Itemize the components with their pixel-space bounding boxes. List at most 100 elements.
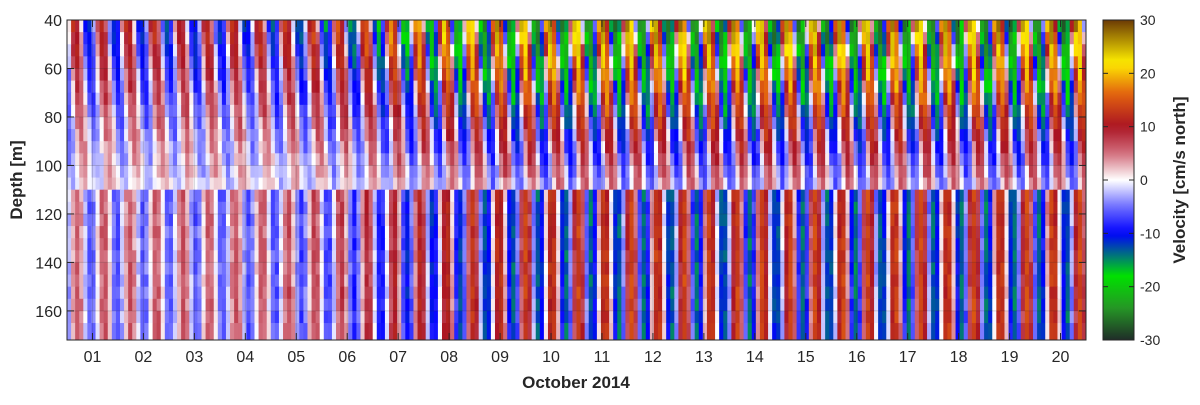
heatmap-cell	[886, 56, 891, 70]
heatmap-cell	[397, 189, 402, 203]
heatmap-cell	[988, 68, 993, 82]
heatmap-cell	[1045, 177, 1050, 191]
heatmap-cell	[221, 213, 227, 227]
heatmap-cell	[128, 165, 133, 179]
heatmap-cell	[119, 177, 125, 191]
heatmap-cell	[678, 201, 684, 215]
heatmap-cell	[833, 165, 838, 179]
heatmap-cell	[747, 153, 753, 167]
heatmap-cell	[148, 153, 154, 167]
heatmap-cell	[128, 177, 133, 191]
heatmap-cell	[511, 116, 516, 130]
heatmap-cell	[947, 32, 953, 45]
heatmap-cell	[303, 189, 309, 203]
heatmap-cell	[1012, 153, 1018, 167]
heatmap-cell	[238, 189, 243, 203]
heatmap-cell	[486, 189, 492, 203]
heatmap-cell	[441, 226, 447, 239]
heatmap-cell	[258, 226, 264, 239]
heatmap-cell	[975, 129, 981, 142]
heatmap-cell	[931, 226, 936, 239]
heatmap-cell	[931, 141, 936, 154]
heatmap-cell	[609, 226, 614, 239]
heatmap-cell	[148, 226, 154, 239]
heatmap-cell	[295, 104, 300, 118]
heatmap-cell	[682, 141, 688, 154]
heatmap-cell	[666, 213, 671, 227]
heatmap-cell	[776, 56, 781, 70]
heatmap-cell	[494, 80, 500, 94]
heatmap-cell	[389, 201, 394, 215]
heatmap-cell	[821, 201, 826, 215]
heatmap-cell	[841, 20, 847, 33]
heatmap-cell	[564, 165, 569, 179]
heatmap-cell	[111, 116, 117, 130]
heatmap-cell	[168, 213, 174, 227]
heatmap-cell	[653, 213, 659, 227]
heatmap-cell	[87, 20, 93, 33]
heatmap-cell	[800, 165, 806, 179]
heatmap-cell	[967, 20, 973, 33]
heatmap-cell	[234, 201, 239, 215]
heatmap-cell	[160, 104, 166, 118]
heatmap-cell	[531, 189, 537, 203]
heatmap-cell	[246, 44, 252, 57]
heatmap-cell	[205, 32, 211, 45]
heatmap-cell	[988, 141, 993, 154]
heatmap-cell	[238, 80, 243, 94]
heatmap-cell	[327, 80, 333, 94]
heatmap-cell	[711, 201, 716, 215]
heatmap-cell	[576, 153, 582, 167]
heatmap-cell	[75, 32, 80, 45]
heatmap-cell	[698, 141, 704, 154]
heatmap-cell	[996, 141, 1002, 154]
heatmap-cell	[140, 165, 146, 179]
heatmap-cell	[1073, 238, 1079, 251]
heatmap-cell	[458, 201, 463, 215]
heatmap-cell	[821, 104, 826, 118]
heatmap-cell	[527, 141, 533, 154]
heatmap-cell	[519, 177, 525, 191]
heatmap-cell	[552, 32, 557, 45]
heatmap-cell	[837, 116, 843, 130]
heatmap-cell	[348, 56, 353, 70]
heatmap-cell	[580, 165, 586, 179]
heatmap-cell	[283, 226, 288, 239]
heatmap-cell	[87, 165, 93, 179]
heatmap-cell	[1049, 129, 1054, 142]
heatmap-cell	[833, 213, 838, 227]
heatmap-cell	[75, 56, 80, 70]
heatmap-cell	[947, 141, 953, 154]
heatmap-cell	[935, 56, 940, 70]
heatmap-cell	[1053, 56, 1059, 70]
heatmap-cell	[731, 201, 737, 215]
heatmap-cell	[364, 141, 370, 154]
heatmap-cell	[918, 250, 924, 264]
heatmap-cell	[503, 153, 508, 167]
heatmap-cell	[984, 141, 989, 154]
heatmap-cell	[927, 44, 932, 57]
heatmap-cell	[262, 177, 268, 191]
heatmap-cell	[613, 80, 618, 94]
heatmap-cell	[731, 32, 737, 45]
heatmap-cell	[547, 56, 553, 70]
heatmap-cell	[1069, 104, 1075, 118]
heatmap-cell	[111, 92, 117, 106]
heatmap-cell	[943, 92, 949, 106]
heatmap-cell	[486, 92, 492, 106]
heatmap-cell	[401, 141, 406, 154]
heatmap-cell	[364, 177, 370, 191]
heatmap-cell	[829, 141, 834, 154]
heatmap-cell	[690, 238, 696, 251]
heatmap-cell	[971, 177, 977, 191]
heatmap-cell	[633, 129, 639, 142]
heatmap-cell	[307, 226, 313, 239]
heatmap-cell	[613, 226, 618, 239]
heatmap-cell	[372, 80, 378, 94]
heatmap-cell	[792, 250, 798, 264]
heatmap-cell	[959, 226, 965, 239]
heatmap-cell	[894, 44, 900, 57]
heatmap-cell	[935, 238, 940, 251]
heatmap-cell	[278, 32, 284, 45]
heatmap-cell	[393, 20, 398, 33]
